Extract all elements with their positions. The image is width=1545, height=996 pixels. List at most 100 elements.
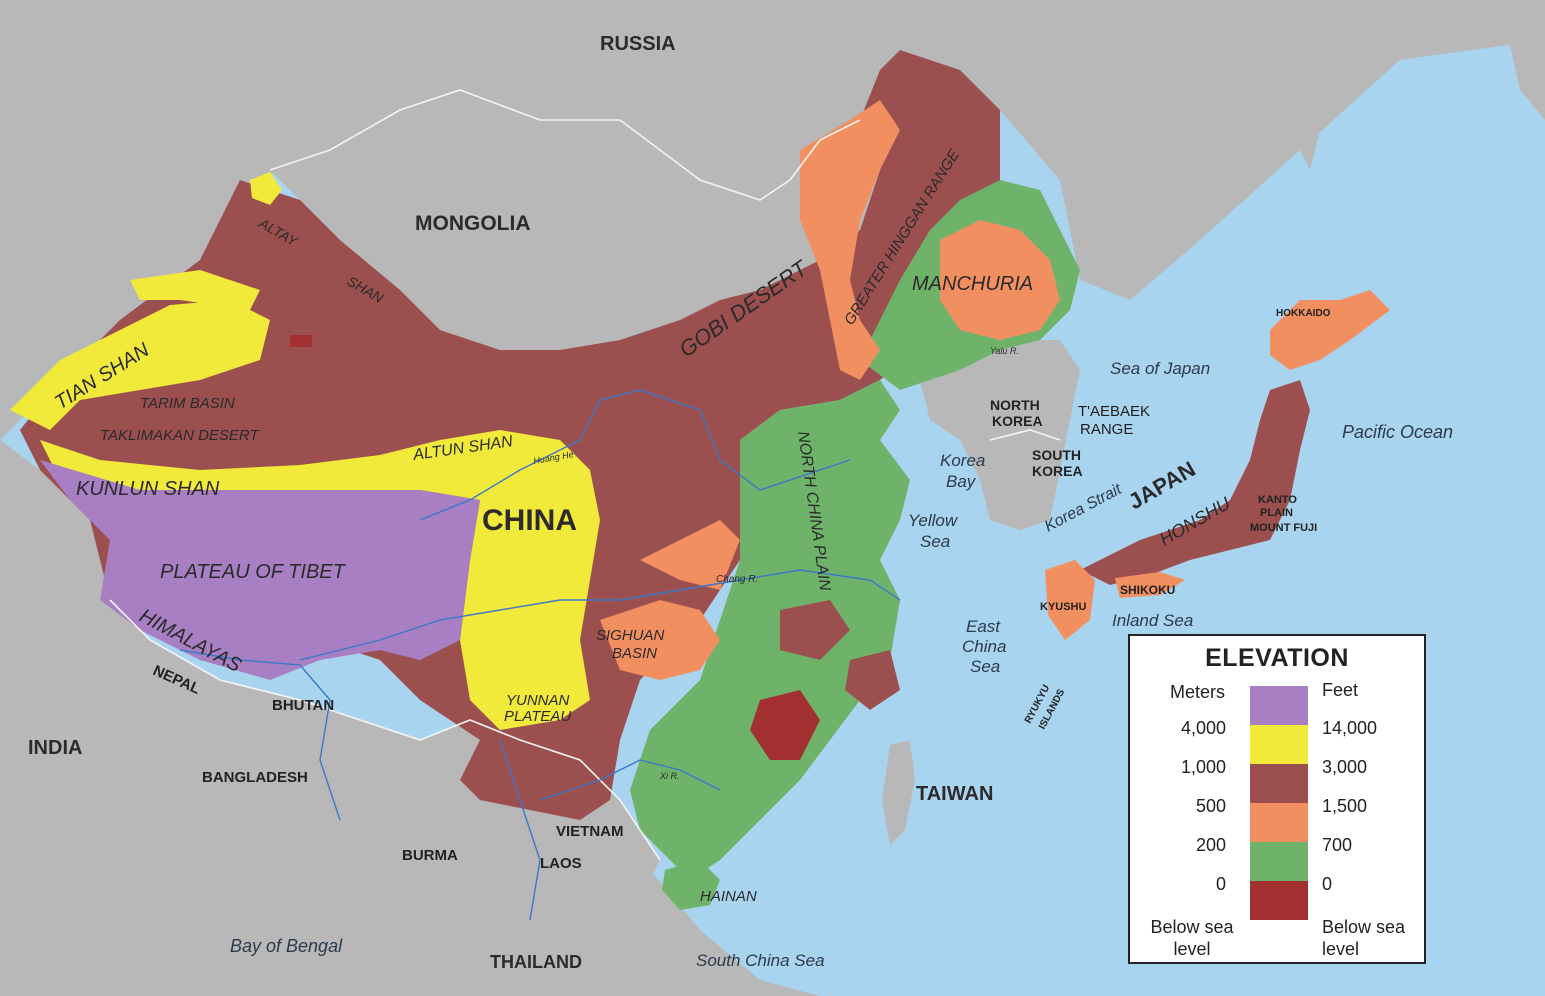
xi-river	[539, 759, 721, 801]
taiwan-land	[882, 740, 915, 845]
mekong-river	[499, 739, 541, 921]
label-burma: BURMA	[402, 847, 458, 864]
china-south-border	[109, 599, 661, 861]
label-tarim-basin: TARIM BASIN	[140, 395, 235, 412]
label-yunnan-2: PLATEAU	[504, 708, 571, 725]
label-hokkaido: HOKKAIDO	[1276, 308, 1331, 319]
label-inland-sea: Inland Sea	[1112, 611, 1193, 630]
elevation-legend: ELEVATION Meters Feet 4,000 1,000 500 20…	[1128, 634, 1426, 964]
rivers	[179, 389, 901, 921]
swatch-500	[1250, 764, 1308, 803]
honshu-island	[1080, 380, 1310, 585]
label-kunlun-shan: KUNLUN SHAN	[76, 478, 220, 500]
label-sichuan-2: BASIN	[612, 645, 657, 662]
label-bhutan: BHUTAN	[272, 697, 334, 714]
label-mongolia: MONGOLIA	[415, 212, 531, 235]
korea-land	[920, 340, 1080, 530]
legend-below-sea-meters: Below sea level	[1136, 916, 1248, 960]
label-east-china-2: China	[962, 637, 1006, 656]
label-vietnam: VIETNAM	[556, 823, 624, 840]
chang-river	[299, 569, 901, 661]
label-taiwan: TAIWAN	[916, 783, 993, 805]
hainan-island	[662, 860, 720, 910]
legend-below-meters-line1: Below sea	[1150, 917, 1234, 937]
elev-below-red-basin	[750, 690, 820, 760]
elev-200-sichuan	[600, 600, 720, 680]
label-china: CHINA	[482, 504, 577, 537]
borders	[109, 89, 1061, 861]
legend-below-feet-line2: level	[1322, 939, 1360, 959]
label-plateau-tibet: PLATEAU OF TIBET	[160, 561, 347, 583]
label-kanto-1: KANTO	[1258, 494, 1297, 506]
label-north-korea-2: KOREA	[992, 413, 1043, 429]
elev-4000-tibet	[40, 460, 480, 680]
label-bay-of-bengal: Bay of Bengal	[230, 936, 343, 956]
label-south-china-sea: South China Sea	[696, 951, 825, 970]
elev-500-patch-2	[845, 650, 900, 710]
label-taklimakan: TAKLIMAKAN DESERT	[100, 427, 260, 444]
elev-below-turpan	[290, 335, 312, 347]
label-shikoku: SHIKOKU	[1120, 583, 1175, 597]
elev-1000-altay	[250, 172, 282, 205]
label-river-yalu: Yalu R.	[990, 346, 1019, 356]
label-korea-bay-1: Korea	[940, 451, 985, 470]
china-mongolia-border	[269, 89, 861, 201]
label-north-korea-1: NORTH	[990, 397, 1040, 413]
label-korea-bay-2: Bay	[946, 472, 977, 491]
elev-1000-tian-shan	[10, 300, 270, 430]
elev-1000-tian-shan-north	[130, 270, 260, 310]
legend-meters-1000: 1,000	[1180, 757, 1226, 777]
legend-feet-1500: 1,500	[1322, 796, 1368, 816]
legend-meters-header: Meters	[1170, 682, 1226, 702]
label-east-china-1: East	[966, 617, 1001, 636]
label-laos: LAOS	[540, 855, 582, 872]
china-elevation	[10, 50, 1080, 910]
legend-meters-0: 0	[1215, 874, 1226, 894]
label-pacific: Pacific Ocean	[1342, 422, 1453, 442]
legend-meters-200: 200	[1195, 835, 1226, 855]
hokkaido-island	[1270, 290, 1390, 370]
label-sichuan-1: SIGHUAN	[596, 627, 665, 644]
japan-islands	[1045, 290, 1390, 640]
label-kyushu: KYUSHU	[1040, 601, 1087, 613]
swatch-0	[1250, 842, 1308, 881]
elev-200-central-wedge	[640, 520, 740, 590]
label-yunnan-1: YUNNAN	[506, 692, 570, 709]
label-south-korea-1: SOUTH	[1032, 447, 1081, 463]
legend-feet-header: Feet	[1322, 680, 1359, 700]
elev-200-manchuria-ring	[800, 100, 900, 380]
sakhalin	[1278, 20, 1320, 170]
label-taebaek-1: T'AEBAEK	[1078, 403, 1150, 420]
swatch-1000	[1250, 725, 1308, 764]
label-east-china-3: Sea	[970, 657, 1000, 676]
swatch-200	[1250, 803, 1308, 842]
legend-feet-0: 0	[1322, 874, 1333, 894]
label-yellow-sea-1: Yellow	[908, 511, 959, 530]
legend-below-feet-line1: Below sea	[1322, 917, 1406, 937]
label-india: INDIA	[28, 737, 82, 759]
label-yellow-sea-2: Sea	[920, 532, 950, 551]
elev-0-eastern-lowland	[630, 380, 910, 880]
elev-500-patch-1	[780, 600, 850, 660]
kyushu-island	[1045, 560, 1095, 640]
legend-swatches	[1250, 686, 1308, 920]
legend-feet-14000: 14,000	[1322, 718, 1378, 738]
label-manchuria: MANCHURIA	[912, 273, 1033, 295]
russia-land	[0, 0, 1545, 300]
label-sea-of-japan: Sea of Japan	[1110, 359, 1210, 378]
legend-meters-4000: 4,000	[1180, 718, 1226, 738]
brahmaputra-river	[179, 649, 341, 821]
legend-meters-500: 500	[1195, 796, 1226, 816]
legend-title: ELEVATION	[1205, 644, 1349, 672]
huang-he-river	[419, 389, 851, 521]
legend-feet-3000: 3,000	[1322, 757, 1368, 777]
label-kanto-2: PLAIN	[1260, 507, 1293, 519]
swatch-4000	[1250, 686, 1308, 725]
mongolia-land	[270, 90, 880, 350]
label-taebaek-2: RANGE	[1080, 421, 1133, 438]
label-mount-fuji: MOUNT FUJI	[1250, 522, 1317, 534]
label-russia: RUSSIA	[600, 33, 676, 55]
label-river-chang: Chang R.	[716, 574, 758, 585]
